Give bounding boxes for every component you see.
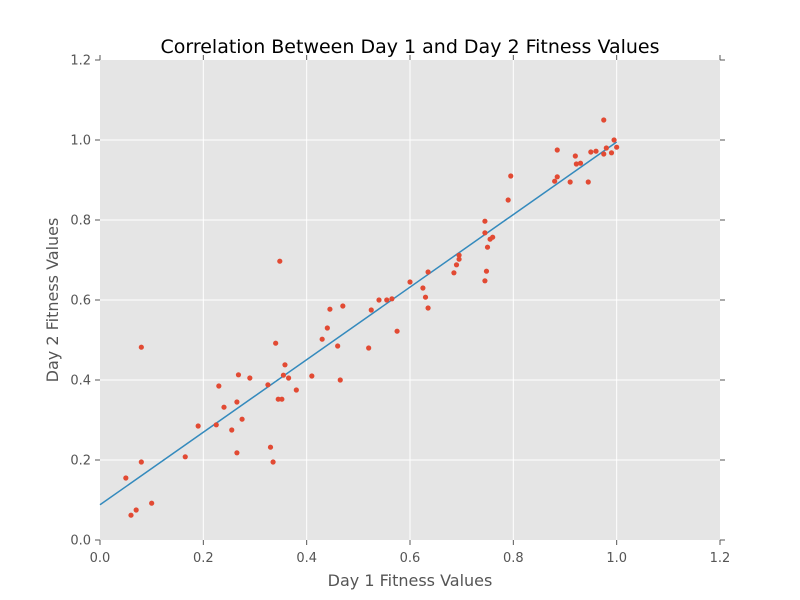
x-tick-label: 0.4 xyxy=(296,551,317,566)
data-point xyxy=(490,234,496,240)
data-point xyxy=(340,303,346,309)
data-point xyxy=(554,147,560,153)
points-layer xyxy=(123,117,620,518)
data-point xyxy=(319,336,325,342)
data-point xyxy=(279,396,285,402)
data-point xyxy=(567,179,573,185)
data-point xyxy=(482,278,488,284)
data-point xyxy=(453,262,460,268)
data-point xyxy=(376,297,382,303)
data-point xyxy=(425,269,431,275)
y-tick-label: 0.0 xyxy=(70,534,91,549)
y-tick-label: 0.6 xyxy=(70,294,91,309)
data-point xyxy=(337,377,343,383)
data-point xyxy=(282,362,288,368)
data-point xyxy=(273,340,279,346)
data-point xyxy=(366,345,372,351)
data-point xyxy=(267,444,274,450)
x-tick-label: 0.6 xyxy=(400,551,421,566)
data-point xyxy=(293,387,299,393)
data-point xyxy=(280,372,287,378)
data-point xyxy=(234,399,240,405)
data-point xyxy=(482,218,488,224)
x-tick-label: 0.2 xyxy=(193,551,214,566)
data-point xyxy=(588,149,594,155)
y-axis-label: Day 2 Fitness Values xyxy=(43,218,62,383)
data-point xyxy=(508,173,514,179)
data-point xyxy=(195,423,201,429)
data-point xyxy=(554,174,560,180)
data-point xyxy=(275,396,281,402)
data-point xyxy=(505,197,511,203)
y-tick-label: 1.0 xyxy=(70,134,91,149)
data-point xyxy=(128,512,134,518)
tick-labels: 0.0 0.2 0.4 0.6 0.8 1.0 1.2 0.0 0.2 0.4 0.6 0.8 1.0 1… xyxy=(70,54,730,567)
regression-line xyxy=(99,141,618,506)
data-point xyxy=(603,145,609,151)
data-point xyxy=(265,382,271,388)
tick-marks xyxy=(95,55,725,545)
data-point xyxy=(585,179,591,185)
data-point xyxy=(138,459,144,465)
data-point xyxy=(483,268,490,274)
data-point xyxy=(573,161,579,167)
data-point xyxy=(456,256,462,262)
data-point xyxy=(309,373,315,379)
data-point xyxy=(213,422,219,428)
y-tick-label: 0.4 xyxy=(70,374,91,389)
data-point xyxy=(384,297,390,303)
data-point xyxy=(235,372,242,378)
data-point xyxy=(614,144,620,150)
data-point xyxy=(601,151,607,157)
y-tick-label: 1.2 xyxy=(70,54,91,69)
data-point xyxy=(234,450,240,456)
data-point xyxy=(182,454,188,460)
data-point xyxy=(335,343,341,349)
fit-line-layer xyxy=(99,141,618,506)
x-tick-label: 1.2 xyxy=(710,551,731,566)
data-point xyxy=(451,270,457,276)
data-point xyxy=(389,296,395,302)
data-point xyxy=(270,459,276,465)
data-point xyxy=(239,416,245,422)
data-point xyxy=(456,252,462,258)
data-point xyxy=(482,230,488,236)
data-point xyxy=(407,279,413,285)
x-tick-label: 1.0 xyxy=(606,551,627,566)
data-point xyxy=(593,148,599,154)
data-point xyxy=(327,306,333,312)
data-point xyxy=(221,404,227,410)
y-tick-label: 0.8 xyxy=(70,214,91,229)
x-tick-label: 0.8 xyxy=(503,551,524,566)
data-point xyxy=(133,507,139,513)
data-point xyxy=(552,178,558,184)
data-point xyxy=(277,258,283,264)
y-tick-label: 0.2 xyxy=(70,454,91,469)
data-point xyxy=(123,475,129,481)
data-point xyxy=(420,285,426,291)
data-point xyxy=(572,153,578,159)
data-point xyxy=(324,325,330,331)
data-point xyxy=(608,150,615,156)
data-point xyxy=(368,307,374,313)
data-point xyxy=(425,305,431,311)
data-point xyxy=(484,244,491,250)
data-point xyxy=(149,500,155,506)
data-point xyxy=(229,427,235,433)
data-point xyxy=(138,344,144,350)
data-point xyxy=(216,383,222,389)
x-tick-label: 0.0 xyxy=(90,551,111,566)
data-point xyxy=(422,294,429,300)
data-point xyxy=(394,328,400,334)
chart-title: Correlation Between Day 1 and Day 2 Fitn… xyxy=(160,36,659,58)
data-point xyxy=(285,375,292,381)
x-axis-label: Day 1 Fitness Values xyxy=(328,571,493,590)
data-point xyxy=(611,137,617,143)
data-point xyxy=(577,160,584,166)
data-point xyxy=(601,117,607,123)
data-point xyxy=(247,375,253,381)
